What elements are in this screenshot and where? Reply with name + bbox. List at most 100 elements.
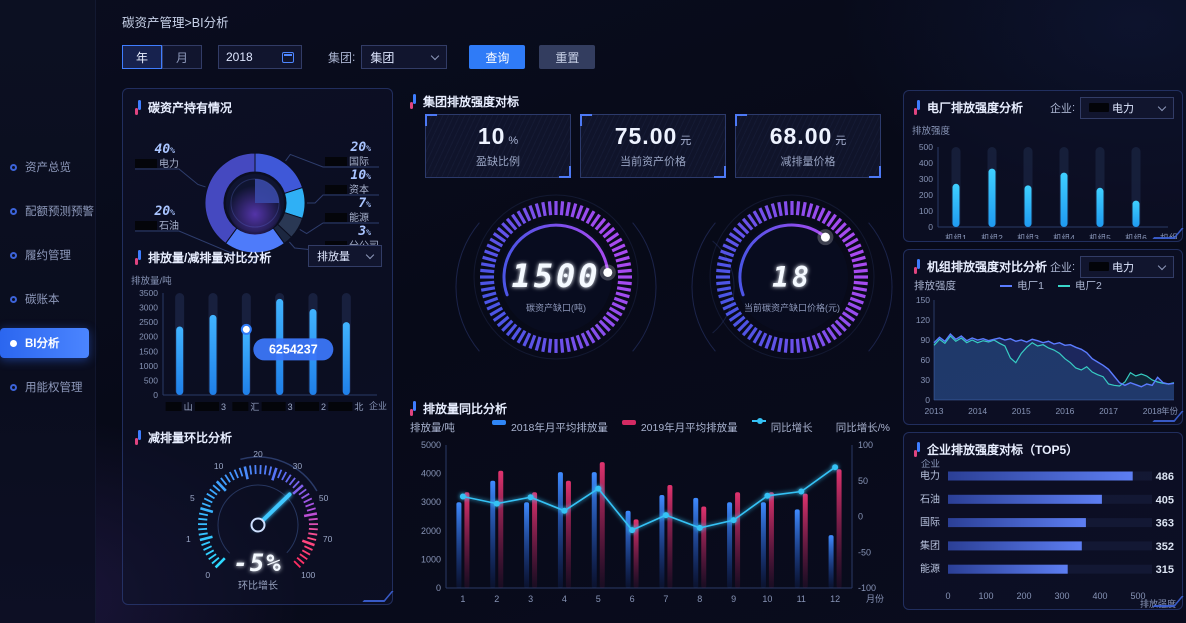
svg-text:企业: 企业 [369, 400, 387, 411]
svg-text:4: 4 [562, 594, 567, 604]
group-label: 集团 [328, 50, 353, 65]
group-select-value: 集团 [370, 50, 395, 65]
kpi-unit: % [508, 135, 519, 147]
section-title-compare2: 排放量/减排量对比分析 [135, 249, 271, 266]
svg-text:国际: 国际 [920, 517, 940, 529]
svg-text:12: 12 [830, 594, 840, 604]
plant-enterprise-select[interactable]: 电力 [1080, 97, 1174, 119]
kpi-value: 68.00 [769, 123, 833, 149]
top5-panel: 企业排放强度对标（TOP5） 企业 电力 486 石油 405 国际 363 集团 352 能源 3… [903, 432, 1183, 610]
sidebar-item-配额预测预警[interactable]: 配额预测预警 [0, 196, 95, 226]
svg-text:机组2: 机组2 [981, 233, 1003, 239]
svg-text:机组6: 机组6 [1125, 233, 1147, 239]
svg-text:排放强度: 排放强度 [912, 125, 951, 137]
sidebar-item-用能权管理[interactable]: 用能权管理 [0, 372, 95, 402]
svg-text:2014: 2014 [968, 406, 987, 416]
svg-text:能源: 能源 [349, 211, 369, 224]
section-title-mom: 减排量环比分析 [135, 429, 232, 446]
svg-text:5: 5 [190, 493, 195, 503]
svg-text:3%: 3% [357, 224, 371, 239]
svg-text:150: 150 [916, 295, 930, 305]
legend-label[interactable]: 电厂2 [1075, 280, 1102, 292]
title-icon [410, 401, 416, 416]
svg-text:405: 405 [1156, 494, 1174, 506]
svg-text:500: 500 [144, 375, 158, 385]
svg-text:315: 315 [1156, 564, 1174, 576]
chevron-down-icon [1157, 102, 1167, 111]
svg-text:3500: 3500 [139, 288, 158, 298]
date-value: 2018 [226, 50, 253, 64]
sidebar-item-履约管理[interactable]: 履约管理 [0, 240, 95, 270]
enterprise-top5-hbar-chart: 企业 电力 486 石油 405 国际 363 集团 352 能源 315 0 100 200 300 400… [908, 458, 1180, 609]
svg-text:100: 100 [978, 591, 993, 601]
svg-text:汇: 汇 [250, 402, 259, 412]
date-input[interactable]: 2018 [218, 45, 302, 69]
kpi-label: 减排量价格 [780, 156, 836, 168]
tab-month[interactable]: 月 [162, 45, 202, 69]
legend-label[interactable]: 同比增长 [770, 422, 813, 434]
title-icon [410, 94, 416, 109]
legend-swatch [621, 420, 636, 425]
bullet-icon [10, 163, 17, 171]
svg-text:500: 500 [919, 142, 933, 152]
svg-text:30: 30 [921, 375, 931, 385]
title-icon [135, 100, 141, 115]
svg-text:18: 18 [772, 261, 812, 294]
svg-text:0: 0 [205, 570, 210, 580]
legend-label[interactable]: 2018年月平均排放量 [510, 422, 608, 434]
svg-text:石油: 石油 [159, 219, 179, 232]
svg-text:机组5: 机组5 [1089, 233, 1111, 239]
section-title-top5: 企业排放强度对标（TOP5） [914, 441, 1078, 458]
svg-text:4000: 4000 [421, 469, 441, 479]
bullet-icon [10, 251, 17, 259]
svg-text:10: 10 [762, 594, 772, 604]
svg-text:3: 3 [221, 402, 226, 412]
svg-text:60: 60 [921, 355, 931, 365]
legend-label[interactable]: 电厂1 [1017, 280, 1044, 292]
svg-text:机组: 机组 [1160, 232, 1178, 239]
group-filter: 集团 : 集团 [328, 45, 448, 69]
section-title-plant: 电厂排放强度分析 [914, 99, 1023, 116]
svg-text:1500: 1500 [511, 257, 600, 295]
sidebar-item-碳账本[interactable]: 碳账本 [0, 284, 95, 314]
svg-text:30: 30 [293, 461, 303, 471]
sidebar-item-资产总览[interactable]: 资产总览 [0, 152, 95, 182]
middle-column: 集团排放强度对标 10% 盈缺比例 75.00 元当前资产价格 68.00 元减排量价格 … [405, 90, 895, 618]
svg-text:11: 11 [797, 594, 806, 604]
svg-text:能源: 能源 [920, 562, 940, 575]
svg-text:2: 2 [494, 594, 499, 604]
svg-text:70: 70 [323, 534, 333, 544]
bullet-icon [10, 383, 17, 391]
svg-text:1000: 1000 [139, 361, 158, 371]
unit-enterprise-select[interactable]: 电力 [1080, 256, 1174, 278]
redaction-mask [1089, 262, 1109, 271]
svg-text:企业: 企业 [921, 459, 940, 470]
svg-text:6: 6 [630, 594, 635, 604]
yoy-legend: 排放量/吨 2018年月平均排放量 2019年月平均排放量 同比增长 同比增长/% [410, 418, 890, 435]
yoy-ylabel-left: 排放量/吨 [410, 422, 455, 434]
compare-metric-select[interactable]: 排放量 [308, 245, 382, 267]
reset-button[interactable]: 重置 [539, 45, 596, 69]
bullet-icon [10, 339, 17, 347]
bullet-icon [10, 207, 17, 215]
legend-label[interactable]: 2019年月平均排放量 [640, 422, 738, 434]
svg-text:400: 400 [1092, 591, 1107, 601]
chevron-down-icon [1157, 261, 1167, 270]
svg-text:7%: 7% [358, 196, 371, 211]
svg-text:2: 2 [321, 402, 326, 412]
group-select[interactable]: 集团 [361, 45, 448, 69]
mom-growth-gauge-chart: 0 1 5 10 20 30 50 70 100 -5% 环比增长 [127, 441, 389, 603]
legend-line [1058, 284, 1070, 287]
query-button[interactable]: 查询 [469, 45, 526, 69]
svg-text:1000: 1000 [421, 554, 441, 564]
sidebar-item-BI分析[interactable]: BI分析 [0, 328, 89, 358]
svg-text:国际: 国际 [349, 156, 369, 168]
carbon-gap-ring-gauge: 1500 碳资产缺口(吨) [441, 185, 671, 390]
svg-text:8: 8 [697, 594, 702, 604]
kpi-value: 75.00 [614, 123, 678, 149]
tab-year[interactable]: 年 [122, 45, 162, 69]
svg-text:20%: 20% [350, 140, 372, 155]
gap-price-ring-gauge: 18 当前碳资产缺口价格(元) [677, 185, 907, 390]
